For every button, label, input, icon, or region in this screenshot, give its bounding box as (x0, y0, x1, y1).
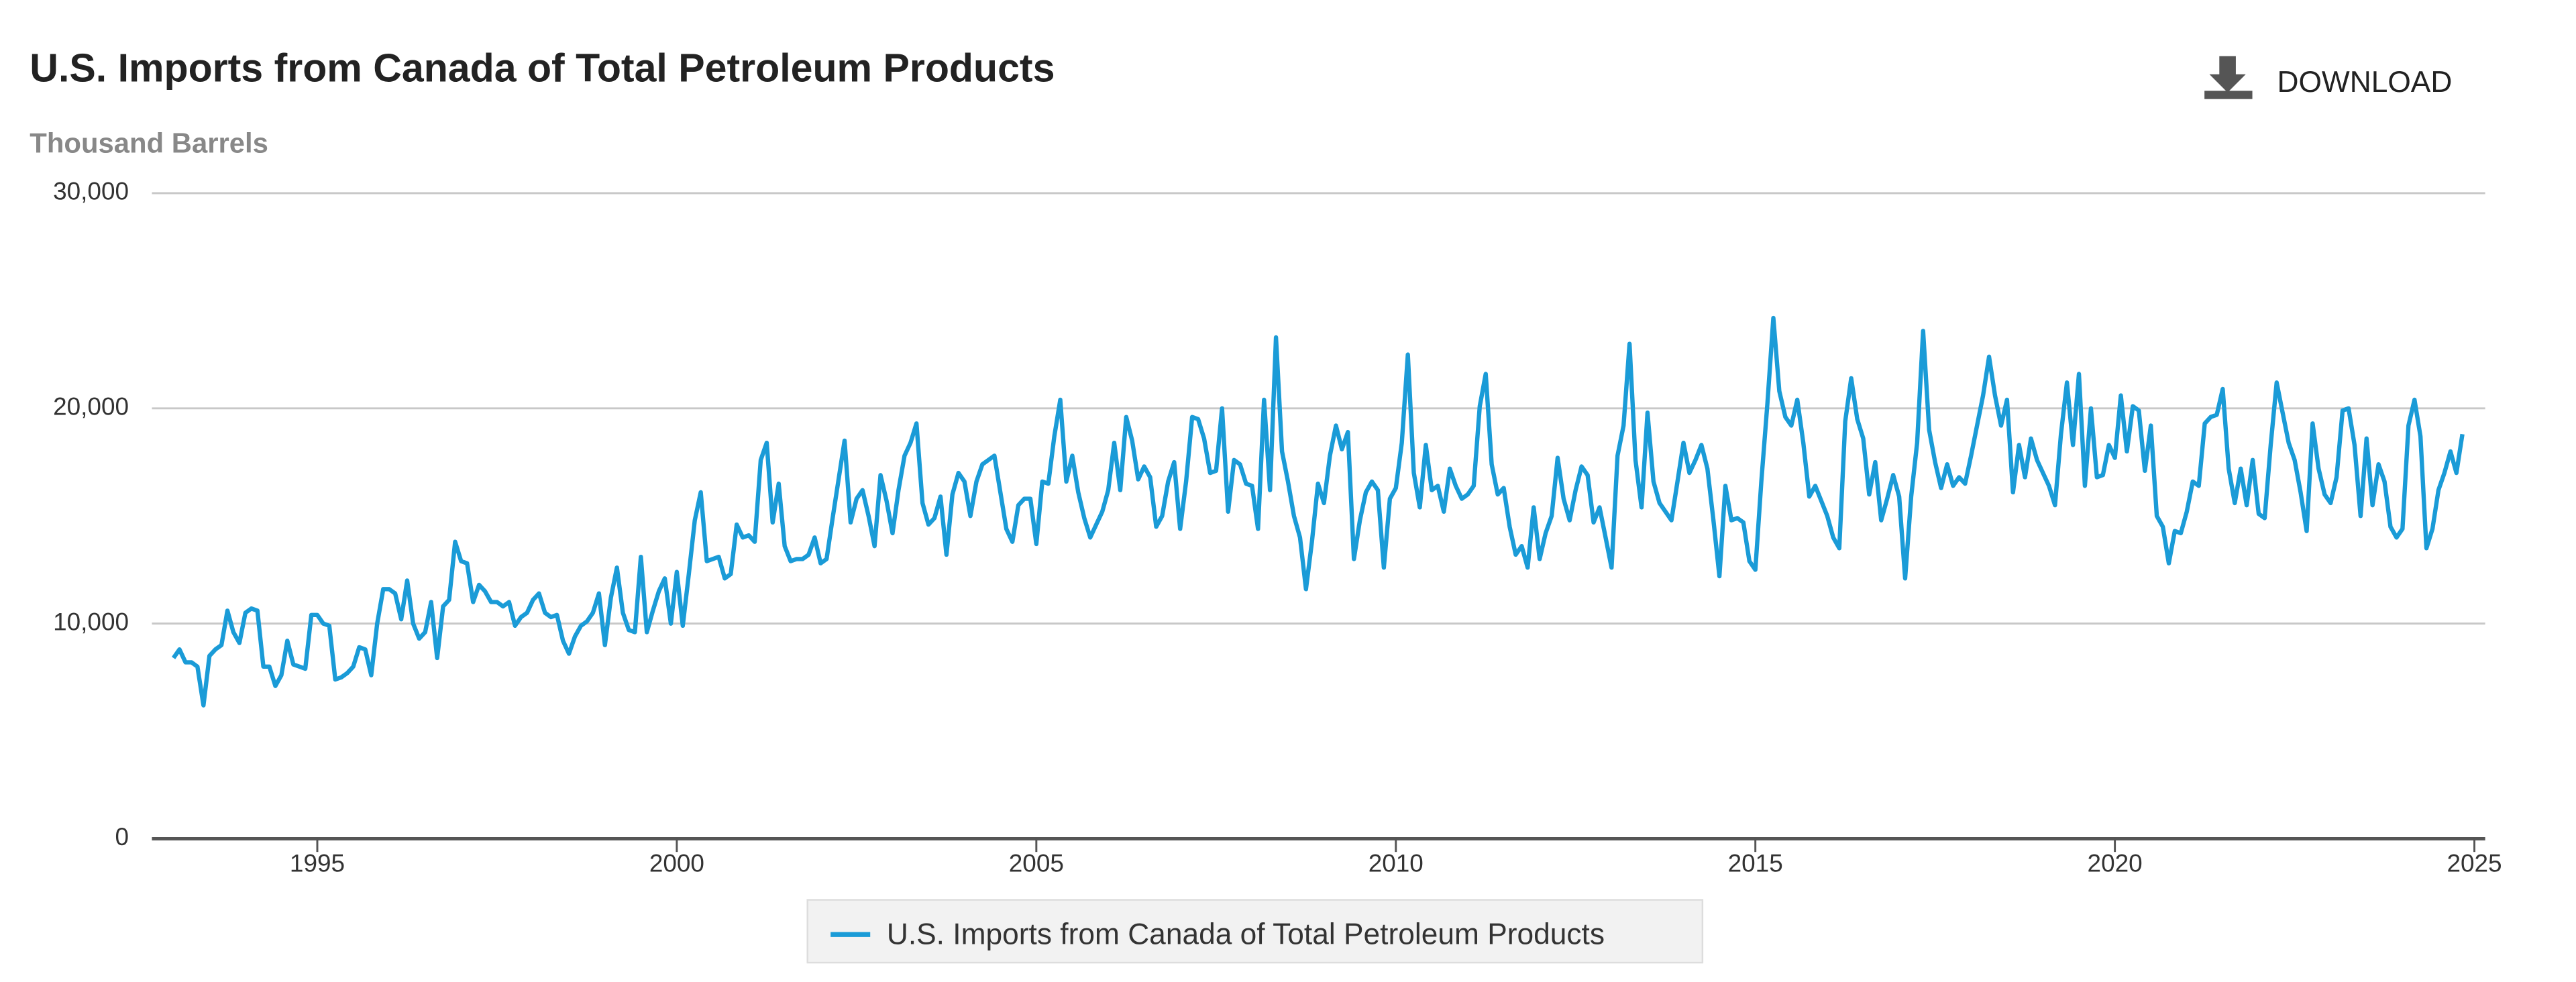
download-icon (2209, 56, 2246, 93)
x-tick-label: 1995 (290, 850, 345, 877)
x-tick-label: 2015 (1728, 850, 1783, 877)
chart-title: U.S. Imports from Canada of Total Petrol… (30, 46, 1055, 90)
download-button[interactable]: DOWNLOAD (2204, 56, 2452, 99)
x-tick-label: 2025 (2447, 850, 2502, 877)
y-tick-label: 20,000 (53, 393, 129, 421)
data-line (171, 315, 2465, 708)
download-icon-base (2204, 91, 2253, 99)
legend: U.S. Imports from Canada of Total Petrol… (806, 899, 1704, 964)
legend-box (806, 899, 1704, 964)
x-tick-label: 2020 (2088, 850, 2143, 877)
x-tick-label: 2010 (1368, 850, 1424, 877)
y-tick-label: 30,000 (53, 178, 129, 205)
legend-label: U.S. Imports from Canada of Total Petrol… (887, 918, 1605, 950)
download-label[interactable]: DOWNLOAD (2277, 66, 2452, 99)
y-axis-unit: Thousand Barrels (30, 127, 268, 159)
x-tick-label: 2005 (1009, 850, 1064, 877)
y-tick-label: 0 (115, 823, 129, 851)
y-tick-label: 10,000 (53, 608, 129, 635)
x-tick-label: 2000 (649, 850, 704, 877)
